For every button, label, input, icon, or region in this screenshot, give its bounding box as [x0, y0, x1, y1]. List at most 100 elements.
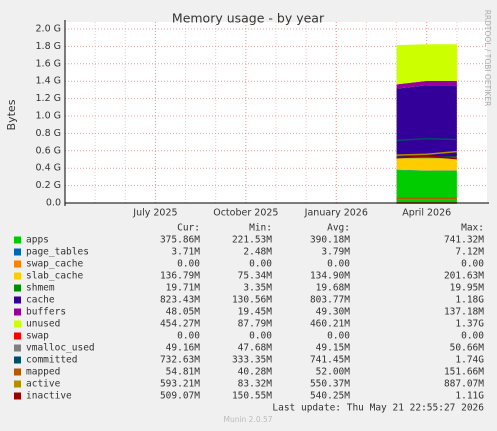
area: [396, 169, 457, 171]
y-tick-label: 1.4 G: [36, 76, 62, 87]
legend-swatch: [14, 260, 21, 268]
axes: [64, 20, 489, 206]
legend-label: cache: [26, 295, 55, 306]
legend-stat: 48.05M: [166, 307, 201, 318]
area: [396, 85, 457, 157]
legend-stat: 83.32M: [238, 379, 273, 390]
legend-stat: 201.63M: [444, 271, 484, 282]
legend-swatch: [14, 308, 21, 316]
legend-stat: 0.00: [177, 331, 200, 342]
legend-stat: 1.74G: [455, 355, 484, 366]
legend-stat: 19.45M: [238, 307, 273, 318]
legend-stat: 47.68M: [238, 343, 273, 354]
legend-stat: 803.77M: [310, 295, 350, 306]
legend-stat: 151.66M: [444, 367, 484, 378]
legend-label: swap: [26, 331, 49, 342]
legend-stat: 75.34M: [238, 271, 273, 282]
x-tick-label: October 2025: [213, 208, 278, 219]
legend-swatch: [14, 368, 21, 376]
line: [396, 150, 457, 156]
legend-stat: 19.95M: [450, 283, 485, 294]
legend-stat: 823.43M: [160, 295, 200, 306]
y-tick-label: 0.2 G: [36, 180, 62, 191]
y-tick-label: 1.2 G: [36, 93, 62, 104]
legend-stat: 333.35M: [232, 355, 272, 366]
legend-label: vmalloc_used: [26, 343, 95, 354]
legend-stat: 3.35M: [243, 283, 272, 294]
legend-stat: 19.68M: [316, 283, 351, 294]
legend-label: inactive: [26, 391, 72, 402]
legend-stat: 732.63M: [160, 355, 200, 366]
legend-stat: 221.53M: [232, 235, 272, 246]
legend-label: page_tables: [26, 247, 89, 258]
legend-stat: 0.00: [461, 259, 484, 270]
area: [396, 80, 457, 89]
legend-stat: 3.79M: [321, 247, 350, 258]
legend-swatch: [14, 236, 21, 244]
y-tick-label: 1.0 G: [36, 111, 62, 122]
legend-stat: 49.15M: [316, 343, 351, 354]
legend-stat: 19.71M: [166, 283, 201, 294]
y-tick-label: 0.8 G: [36, 128, 62, 139]
legend-stat: 137.18M: [444, 307, 484, 318]
legend-stat: 136.79M: [160, 271, 200, 282]
y-tick-label: 0.4 G: [36, 163, 62, 174]
legend-stat: 50.66M: [450, 343, 485, 354]
last-update: Last update: Thu May 21 22:55:27 2026: [272, 403, 484, 414]
legend-swatch: [14, 356, 21, 364]
legend-swatch: [14, 380, 21, 388]
legend: Cur: Min: Avg: Max: apps 375.86M 221.53M 390.18…: [14, 223, 484, 402]
legend-column-header: Min:: [249, 223, 272, 234]
legend-label: committed: [26, 355, 77, 366]
legend-stat: 1.18G: [455, 295, 484, 306]
legend-stat: 130.56M: [232, 295, 272, 306]
legend-stat: 3.71M: [171, 247, 200, 258]
legend-stat: 0.00: [249, 331, 272, 342]
y-tick-label: 2.0 G: [36, 24, 62, 35]
legend-stat: 454.27M: [160, 319, 200, 330]
legend-stat: 0.00: [249, 259, 272, 270]
y-tick-label: 1.8 G: [36, 41, 62, 52]
legend-stat: 49.30M: [316, 307, 351, 318]
legend-swatch: [14, 320, 21, 328]
area: [396, 44, 457, 85]
x-tick-label: April 2026: [402, 208, 451, 219]
legend-stat: 460.21M: [310, 319, 350, 330]
legend-stat: 540.25M: [310, 391, 350, 402]
line: [396, 155, 457, 160]
marks: [396, 44, 457, 204]
legend-label: unused: [26, 319, 60, 330]
legend-swatch: [14, 392, 21, 400]
legend-stat: 741.32M: [444, 235, 484, 246]
legend-stat: 887.07M: [444, 379, 484, 390]
legend-stat: 150.55M: [232, 391, 272, 402]
legend-stat: 390.18M: [310, 235, 350, 246]
y-tick-label: 0.0: [46, 198, 61, 209]
area: [396, 158, 457, 171]
footer: Munin 2.0.57: [223, 415, 272, 424]
legend-stat: 1.11G: [455, 391, 484, 402]
area: [396, 169, 457, 203]
legend-swatch: [14, 248, 21, 256]
legend-label: apps: [26, 235, 49, 246]
legend-label: active: [26, 379, 61, 390]
legend-stat: 134.90M: [310, 271, 350, 282]
legend-stat: 0.00: [177, 259, 200, 270]
legend-swatch: [14, 332, 21, 340]
legend-column-header: Cur:: [177, 223, 200, 234]
x-tick-label: January 2026: [304, 208, 368, 219]
legend-swatch: [14, 296, 21, 304]
legend-stat: 741.45M: [310, 355, 350, 366]
legend-stat: 0.00: [327, 259, 350, 270]
legend-column-header: Max:: [461, 223, 484, 234]
legend-stat: 49.16M: [166, 343, 201, 354]
y-tick-label: 1.6 G: [36, 58, 62, 69]
legend-stat: 375.86M: [160, 235, 200, 246]
legend-swatch: [14, 272, 21, 280]
legend-stat: 550.37M: [310, 379, 350, 390]
line: [396, 137, 457, 142]
legend-stat: 54.81M: [166, 367, 201, 378]
legend-stat: 593.21M: [160, 379, 200, 390]
legend-stat: 87.79M: [238, 319, 273, 330]
